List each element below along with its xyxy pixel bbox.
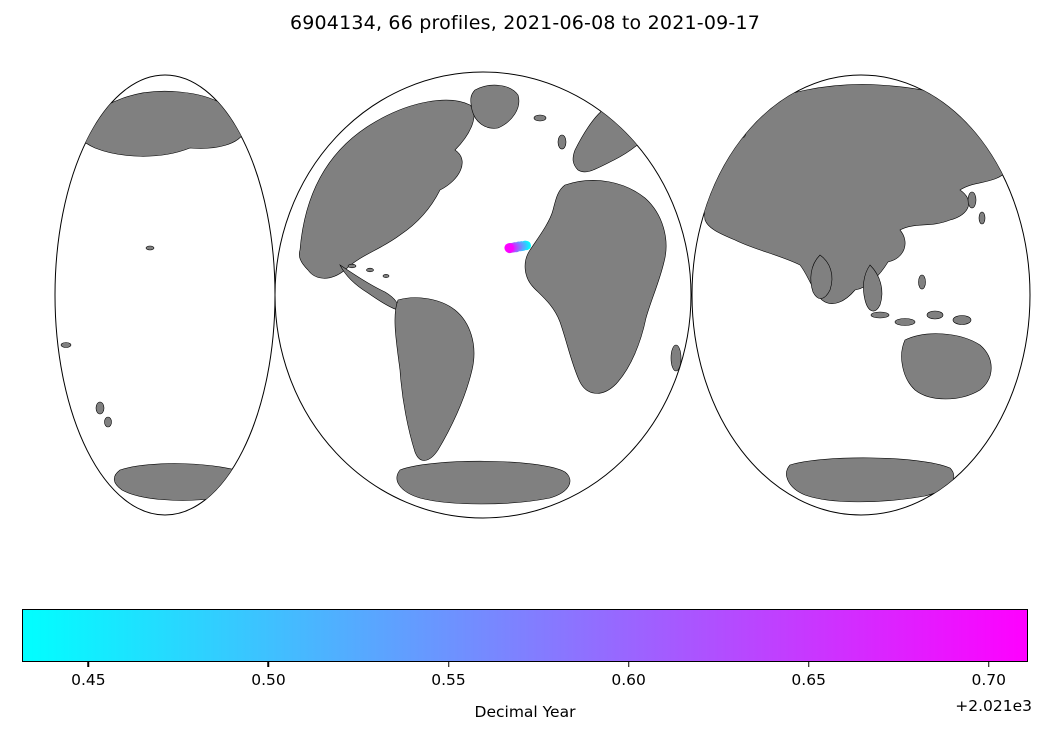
colorbar-tick-mark — [447, 662, 450, 667]
colorbar-axis-label: Decimal Year — [474, 703, 576, 721]
australia-landmass — [901, 333, 992, 400]
colorbar-gradient — [22, 609, 1028, 662]
indonesia-island — [894, 318, 916, 326]
profile-point — [504, 243, 514, 253]
caribbean-island — [366, 267, 374, 273]
britain-island — [557, 134, 567, 150]
colorbar-tick-label: 0.45 — [71, 671, 106, 689]
britain-island-repeat — [737, 125, 747, 139]
colorbar-tick-label: 0.60 — [611, 671, 646, 689]
philippines-island — [918, 274, 926, 290]
greenland-landmass — [470, 84, 520, 129]
south-america-landmass — [394, 297, 475, 461]
antarctica-middle-landmass — [396, 460, 571, 505]
colorbar-tick-mark — [627, 662, 630, 667]
pacific-island — [145, 245, 155, 251]
alaska-siberia-landmass — [78, 91, 246, 157]
pacific-island — [95, 401, 105, 415]
indonesia-island — [926, 310, 944, 320]
pacific-island — [104, 416, 112, 428]
antarctica-right-landmass — [786, 457, 955, 503]
madagascar-island — [670, 344, 682, 372]
colorbar-tick-mark — [267, 662, 270, 667]
colorbar-tick-label: 0.55 — [431, 671, 466, 689]
landmasses — [60, 80, 1015, 505]
colorbar-tick-label: 0.65 — [791, 671, 826, 689]
indonesia-island — [870, 311, 890, 319]
southeast-asia-landmass — [863, 264, 883, 312]
colorbar — [22, 609, 1028, 662]
new-guinea-island — [952, 315, 972, 325]
pacific-island — [60, 342, 72, 348]
colorbar-tick-label: 0.50 — [251, 671, 286, 689]
profile-scatter — [504, 240, 532, 254]
colorbar-axis: 0.45 0.50 0.55 0.60 0.65 0.70 — [22, 662, 1028, 702]
colorbar-tick-mark — [988, 662, 990, 667]
caribbean-island — [347, 263, 357, 269]
iceland-island — [533, 114, 547, 122]
colorbar-tick-label: 0.70 — [971, 671, 1007, 689]
asia-lobe-land — [703, 84, 1015, 503]
antarctica-left-landmass — [113, 463, 251, 501]
figure-title: 6904134, 66 profiles, 2021-06-08 to 2021… — [289, 12, 761, 34]
colorbar-tick-mark — [807, 662, 810, 667]
eurasia-landmass — [703, 84, 1015, 304]
colorbar-tick-mark — [87, 662, 90, 667]
japan-island — [978, 211, 986, 225]
india-landmass — [810, 254, 833, 299]
north-america-landmass — [298, 99, 475, 279]
africa-landmass — [524, 180, 667, 394]
colorbar-offset-text: +2.021e3 — [955, 697, 1032, 715]
japan-island — [967, 191, 977, 209]
caribbean-island — [382, 274, 390, 278]
scandinavia-landmass — [599, 80, 632, 107]
